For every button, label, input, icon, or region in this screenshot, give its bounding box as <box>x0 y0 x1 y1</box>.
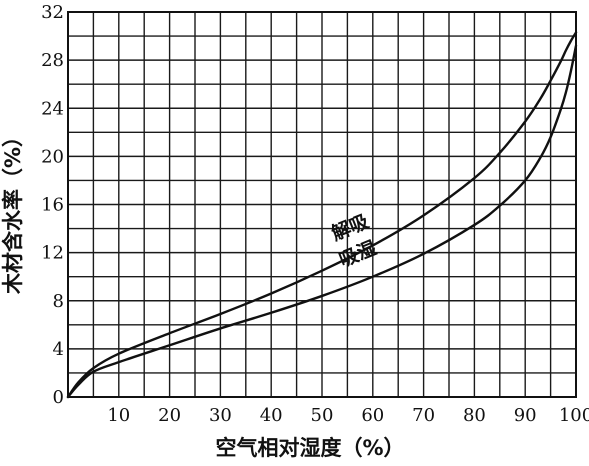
y-axis-label: 木材含水率（%） <box>1 126 25 295</box>
y-tick-label: 12 <box>41 243 64 264</box>
absorption-curve <box>66 44 578 399</box>
y-tick-label: 8 <box>53 291 64 312</box>
y-tick-label: 0 <box>53 387 64 408</box>
x-axis-label: 空气相对湿度（%） <box>215 436 404 460</box>
x-tick-label: 70 <box>412 405 435 426</box>
x-tick-label: 80 <box>463 405 486 426</box>
x-tick-label: 10 <box>107 405 130 426</box>
grid-lines <box>68 12 576 397</box>
x-tick-label: 40 <box>260 405 283 426</box>
x-tick-label: 20 <box>158 405 181 426</box>
y-tick-label: 24 <box>41 98 64 119</box>
y-tick-label: 28 <box>41 50 64 71</box>
x-tick-label: 30 <box>209 405 232 426</box>
x-tick-label: 90 <box>514 405 537 426</box>
curves <box>66 31 578 399</box>
y-tick-label: 32 <box>41 2 64 23</box>
y-tick-label: 16 <box>41 195 64 216</box>
x-tick-labels: 10 20 30 40 50 60 70 80 90 100 <box>107 405 589 426</box>
x-tick-label: 50 <box>311 405 334 426</box>
y-tick-label: 20 <box>41 146 64 167</box>
x-tick-label: 100 <box>559 405 589 426</box>
y-tick-label: 4 <box>53 339 64 360</box>
y-tick-labels: 0 4 8 12 16 20 24 28 32 <box>41 2 64 408</box>
plot-frame <box>67 11 577 398</box>
x-tick-label: 60 <box>361 405 384 426</box>
desorption-curve <box>66 31 578 399</box>
